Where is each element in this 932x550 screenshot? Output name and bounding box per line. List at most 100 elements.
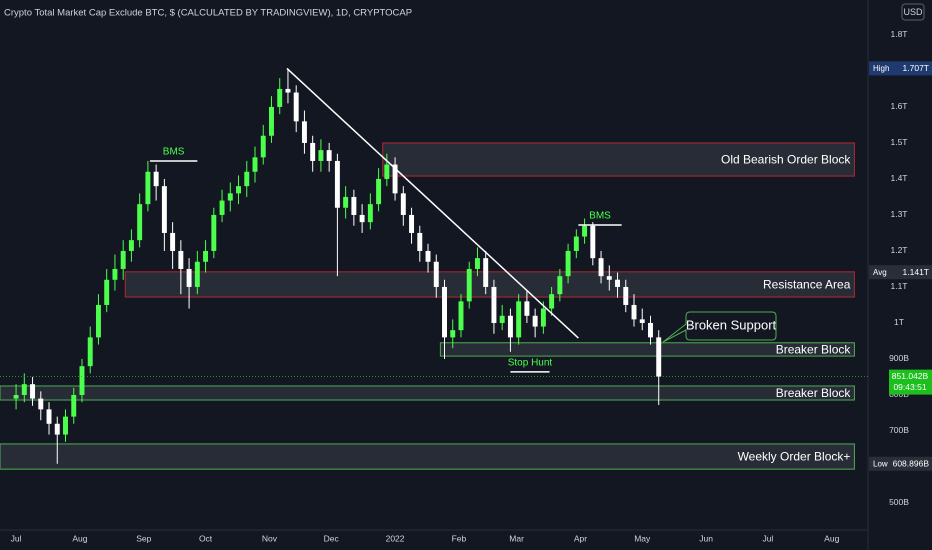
callout-box [662,311,777,343]
candle-body [639,319,645,323]
candle-body [615,279,620,287]
candle-body [104,279,110,305]
marker-label: Stop Hunt [508,358,553,369]
candle-body [417,232,423,251]
x-tick-label: Sep [136,533,151,543]
candle-body [153,171,159,187]
x-tick-label: Jul [762,533,773,543]
stat-value: 1.707T [903,63,929,73]
candle-body [203,250,209,262]
candle-body [573,236,579,251]
candle-body [557,276,563,295]
candle-body [293,92,299,122]
candle-body [392,164,398,194]
candle-body [384,164,390,179]
x-tick-label: Aug [824,533,839,543]
candle-body [128,240,134,251]
y-tick-label: 1.3T [890,209,907,219]
candle-body [648,322,653,338]
candle-body [532,315,538,327]
x-tick-label: Oct [199,533,213,543]
candle-body [540,308,546,327]
x-tick-label: 2022 [386,533,405,543]
currency-button[interactable] [901,3,925,21]
candle-body [285,88,291,93]
candle-body [598,258,604,277]
zone-label: Old Bearish Order Block [721,153,851,167]
x-tick-label: Nov [262,533,278,543]
candle-body [326,150,332,161]
currency-label[interactable]: USD [903,7,923,17]
candle-body [186,268,192,287]
candle-body [656,337,662,377]
zone-label: Weekly Order Block+ [738,450,851,464]
x-tick-label: May [634,533,651,543]
candle-body [244,171,250,187]
candle-body [46,409,52,424]
x-tick-label: Jun [699,533,713,543]
last-price-value: 851.042B [892,371,929,381]
candle-body [137,204,143,241]
candle-body [21,384,27,395]
candle-body [466,268,472,302]
candle-body [376,178,382,205]
candle-body [623,286,629,305]
x-tick-label: Feb [452,533,467,543]
candle-body [252,157,258,172]
candle-body [524,301,530,316]
candle-body [310,142,316,161]
candle-body [219,200,225,215]
candle-body [227,193,233,201]
candle-body [54,423,60,435]
chart-title: Crypto Total Market Cap Exclude BTC, $ (… [4,8,412,19]
zone-label: Resistance Area [763,278,851,292]
last-price-countdown: 09:43:51 [893,382,926,392]
candle-body [582,225,588,237]
candle-body [269,106,274,136]
candle-body [71,394,77,417]
candle-body [30,384,36,399]
candle-body [458,301,464,331]
zone-label: Breaker Block [776,343,852,357]
candle-body [606,276,612,280]
x-tick-label: Dec [324,533,340,543]
candle-body [161,186,167,233]
x-tick-label: Jul [11,533,22,543]
candle-body [425,250,431,262]
stat-badge [869,265,932,280]
candle-body [112,268,118,280]
marker-label: BMS [163,147,185,158]
candle-body [170,232,176,251]
candle-body [145,171,151,205]
stat-badge [869,456,932,471]
zone-label: Breaker Block [776,386,852,400]
candle-body [211,214,217,251]
candle-body [516,301,522,338]
y-tick-label: 700B [889,425,909,435]
candle-body [549,294,555,309]
last-price-badge [889,369,932,395]
candle-body [318,150,324,161]
candle-body [63,416,68,435]
zone [0,443,855,470]
x-tick-label: Aug [72,533,87,543]
candle-body [120,250,126,269]
callout-text: Broken Support [686,317,777,332]
candle-body [590,225,596,259]
marker-label: BMS [589,211,611,222]
candle-body [79,366,85,395]
y-tick-label: 1.5T [890,137,907,147]
candle-body [359,214,365,223]
candle-body [507,315,513,338]
candle-body [301,121,307,143]
candle-body [13,394,19,399]
candle-body [95,304,101,338]
stat-label: Avg [873,268,887,277]
candle-body [260,135,266,158]
stat-label: High [873,64,889,73]
candle-body [450,330,456,338]
trend-line [286,67,579,339]
zone [0,385,855,401]
